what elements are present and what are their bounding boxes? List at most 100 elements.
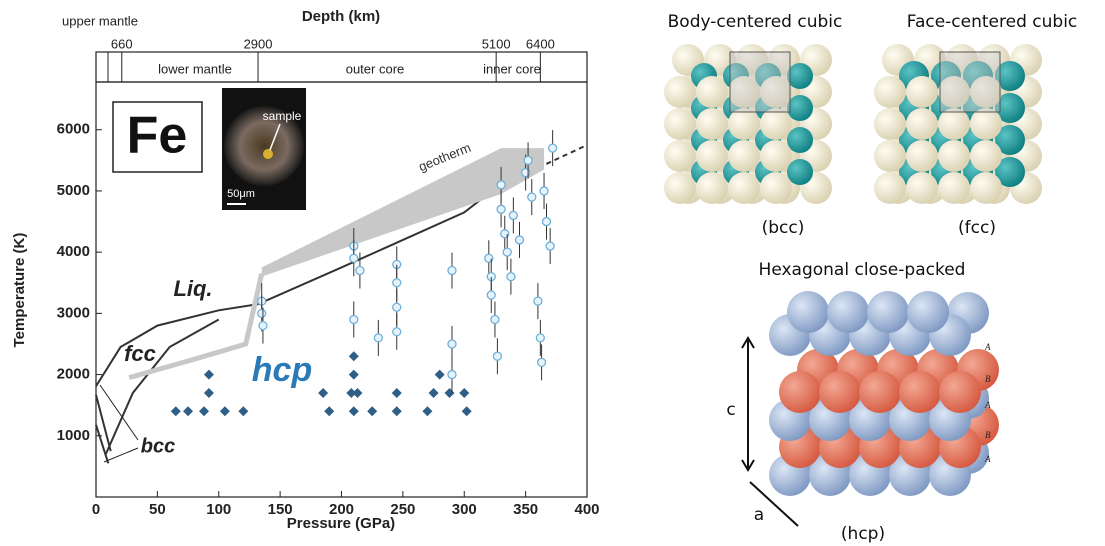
atom <box>787 127 813 153</box>
atom <box>696 108 728 140</box>
melting-point <box>506 271 516 282</box>
melting-point <box>349 314 359 325</box>
inset-disc <box>224 106 304 186</box>
structure-label: (hcp) <box>841 524 885 544</box>
atom <box>906 140 938 172</box>
atom <box>938 140 970 172</box>
depth-tick-label: 660 <box>111 36 133 51</box>
y-tick-label: 2000 <box>57 366 90 383</box>
solid-point <box>461 406 472 417</box>
melting-point <box>533 296 543 306</box>
atom <box>874 76 906 108</box>
bcc-arrow <box>99 384 139 441</box>
atom <box>664 108 696 140</box>
layer-label: B <box>985 430 991 440</box>
x-tick-label: 300 <box>452 501 477 518</box>
solid-point <box>444 387 455 398</box>
inset-sample <box>263 149 273 159</box>
unit-cell <box>729 51 791 113</box>
atom <box>874 172 906 204</box>
solid-point <box>348 351 359 362</box>
x-tick-label: 350 <box>513 501 538 518</box>
atom <box>696 172 728 204</box>
atom <box>787 63 813 89</box>
annotation: 50μm <box>227 188 255 200</box>
atom <box>906 108 938 140</box>
structure-label: (bcc) <box>762 218 805 238</box>
sample-arrow <box>269 123 281 151</box>
structure-title: Body-centered cubic <box>668 12 843 32</box>
depth-frame <box>95 51 588 83</box>
structure-title: Face-centered cubic <box>907 12 1078 32</box>
melting-point <box>535 333 546 343</box>
atom <box>819 371 861 413</box>
annotation: bcc <box>141 435 175 457</box>
atom <box>760 108 792 140</box>
structures: Body-centered cubic Face-centered cubic (b… <box>664 12 1077 544</box>
melting-point <box>392 327 402 337</box>
y-tick-label: 3000 <box>57 304 90 321</box>
atom <box>787 291 829 333</box>
atom <box>906 76 938 108</box>
melting-point <box>539 186 549 196</box>
melting-point <box>257 308 267 319</box>
geotherm-band <box>261 148 545 277</box>
annotation: fcc <box>124 341 156 366</box>
solid-point <box>391 406 402 417</box>
atom <box>664 140 696 172</box>
y-tick-label: 1000 <box>57 427 90 444</box>
melting-point <box>523 155 533 165</box>
melting-point <box>447 265 457 276</box>
phase-boundary <box>95 394 112 452</box>
phase-boundary <box>95 185 499 387</box>
atom <box>728 172 760 204</box>
x-tick-label: 400 <box>574 501 599 518</box>
atom <box>970 76 1002 108</box>
y-tick-label: 4000 <box>57 243 90 260</box>
phase-boundary <box>128 273 265 381</box>
atom <box>787 159 813 185</box>
atom <box>696 140 728 172</box>
y-tick-label: 5000 <box>57 182 90 199</box>
a-arrow <box>749 481 799 527</box>
solid-point <box>434 369 445 380</box>
atom <box>874 140 906 172</box>
x-tick-label: 0 <box>92 501 100 518</box>
depth-region: upper mantle <box>62 13 138 28</box>
y-tick-label: 6000 <box>57 121 90 138</box>
depth-tick-label: 6400 <box>526 36 555 51</box>
phase-diagram: Depth (km) Pressure (GPa) Temperature (K) 6… <box>11 8 600 532</box>
melting-point <box>496 204 506 214</box>
y-axis-label: Temperature (K) <box>11 233 28 348</box>
atom <box>899 371 941 413</box>
layer-label: A <box>984 342 991 352</box>
atom <box>696 76 728 108</box>
melting-point <box>508 210 518 221</box>
depth-region: outer core <box>346 61 405 76</box>
melting-point <box>514 235 525 245</box>
atom <box>664 76 696 108</box>
atom <box>728 108 760 140</box>
melting-point <box>373 333 383 343</box>
bcc-arrow <box>103 447 139 463</box>
structure-title: Hexagonal close-packed <box>759 260 966 280</box>
atom <box>906 172 938 204</box>
melting-point <box>392 302 402 312</box>
layer-label: A <box>984 454 991 464</box>
atom <box>728 140 760 172</box>
c-label: c <box>726 400 735 420</box>
solid-point <box>346 387 357 398</box>
solid-point <box>170 406 181 417</box>
atom <box>995 157 1025 187</box>
annotation: hcp <box>252 351 312 389</box>
depth-tick-label: 5100 <box>482 36 511 51</box>
layer-label: A <box>984 400 991 410</box>
solid-point <box>367 406 378 417</box>
solid-point <box>238 406 249 417</box>
melting-point <box>547 143 558 153</box>
melting-point <box>492 351 503 361</box>
atom <box>970 140 1002 172</box>
atom <box>995 93 1025 123</box>
atom <box>787 95 813 121</box>
atom <box>728 76 760 108</box>
